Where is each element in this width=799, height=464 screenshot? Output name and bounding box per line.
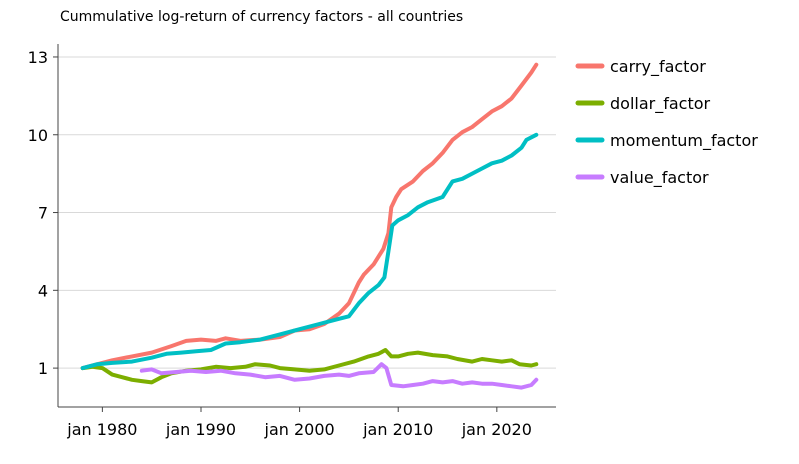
x-tick-label: jan 2000 xyxy=(264,420,335,439)
grid-lines xyxy=(58,56,556,369)
chart-title: Cummulative log-return of currency facto… xyxy=(60,9,463,25)
y-tick-label: 4 xyxy=(38,281,48,300)
y-tick-label: 7 xyxy=(38,204,48,223)
series-line-value-factor xyxy=(139,362,539,390)
y-tick-label: 1 xyxy=(38,359,48,378)
legend-label: value_factor xyxy=(610,168,709,188)
legend-label: momentum_factor xyxy=(610,131,758,151)
series-line-momentum-factor xyxy=(80,132,539,371)
series-line-carry-factor xyxy=(80,62,539,371)
legend-label: dollar_factor xyxy=(610,94,711,114)
x-tick-label: jan 2010 xyxy=(362,420,433,439)
series-lines xyxy=(80,62,539,390)
x-tick-label: jan 1990 xyxy=(165,420,236,439)
x-tick-label: jan 2020 xyxy=(461,420,532,439)
series-line-dollar-factor xyxy=(80,348,539,385)
y-tick-label: 13 xyxy=(28,48,48,67)
x-tick-label: jan 1980 xyxy=(66,420,137,439)
legend: carry_factor dollar_factor momentum_factor… xyxy=(575,57,758,188)
x-axis-ticks: jan 1980 jan 1990 jan 2000 jan 2010 jan 2020 xyxy=(66,407,532,439)
y-tick-label: 10 xyxy=(28,126,48,145)
y-axis-ticks: 1 4 7 10 13 xyxy=(28,48,58,378)
legend-label: carry_factor xyxy=(610,57,706,77)
